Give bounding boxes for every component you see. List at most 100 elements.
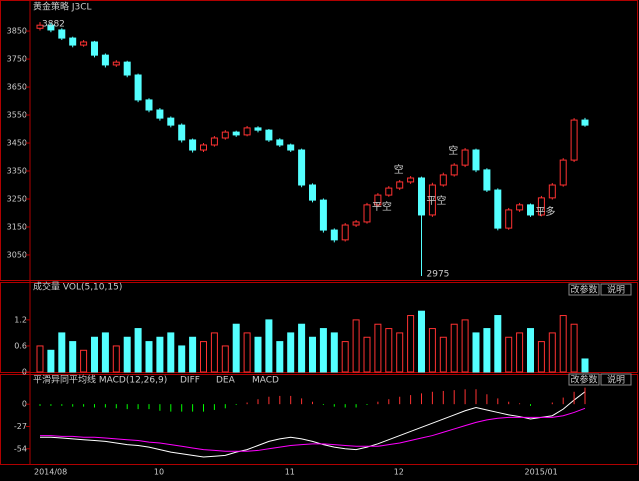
legend-label: DEA bbox=[216, 376, 236, 386]
volume-bar bbox=[385, 328, 393, 373]
volume-bar bbox=[472, 332, 480, 373]
volume-bar bbox=[396, 332, 404, 373]
candle-body bbox=[548, 184, 556, 199]
signal-label: 平多 bbox=[535, 205, 555, 218]
candle-body bbox=[418, 177, 425, 216]
volume-bar bbox=[363, 336, 371, 373]
signal-label: 空 bbox=[448, 144, 458, 157]
volume-bar bbox=[494, 315, 502, 373]
candle-body bbox=[341, 224, 349, 241]
y-tick-label: 3050 bbox=[7, 250, 27, 259]
y-tick-label: 3750 bbox=[7, 55, 27, 64]
volume-bar bbox=[91, 336, 98, 373]
volume-bar bbox=[407, 315, 415, 373]
button-label[interactable]: 说明 bbox=[607, 374, 625, 386]
min-label: 2975 bbox=[427, 269, 450, 279]
candle-body bbox=[374, 194, 382, 206]
candle-body bbox=[91, 41, 98, 56]
signal-label: 平空 bbox=[426, 194, 446, 207]
volume-bar bbox=[341, 341, 349, 373]
volume-bar bbox=[527, 328, 534, 373]
button-label[interactable]: 说明 bbox=[607, 284, 625, 296]
macd-line bbox=[40, 391, 586, 458]
candle-body bbox=[483, 169, 491, 191]
candle-body bbox=[527, 204, 534, 216]
volume-bar bbox=[101, 332, 109, 373]
y-tick-label: 0 bbox=[22, 368, 27, 377]
candle-body bbox=[309, 184, 316, 201]
volume-bar bbox=[276, 341, 284, 373]
volume-bar bbox=[221, 345, 229, 373]
volume-bar bbox=[254, 336, 262, 373]
volume-bar bbox=[537, 341, 545, 373]
volume-bar bbox=[319, 328, 327, 373]
chart-title: 黄金策略 J3CL bbox=[33, 1, 92, 13]
signal-label: 平空 bbox=[372, 200, 392, 213]
candle-body bbox=[385, 187, 393, 196]
candle-body bbox=[210, 137, 218, 146]
macd-line bbox=[40, 407, 586, 452]
candle-body bbox=[156, 109, 164, 119]
volume-bar bbox=[428, 328, 436, 373]
candle-body bbox=[330, 229, 338, 241]
y-tick-label: -54 bbox=[14, 444, 27, 453]
volume-panel bbox=[0, 282, 638, 373]
y-tick-label: 3550 bbox=[7, 111, 27, 120]
price-panel bbox=[0, 0, 638, 281]
candle-body bbox=[232, 131, 240, 136]
chart-title: 成交量 VOL(5,10,15) bbox=[33, 281, 122, 293]
volume-bar bbox=[309, 336, 316, 373]
volume-bar bbox=[69, 341, 77, 373]
candle-body bbox=[58, 29, 66, 39]
candle-body bbox=[287, 144, 295, 151]
candle-body bbox=[472, 149, 480, 171]
volume-bar bbox=[145, 341, 153, 373]
button[interactable] bbox=[568, 373, 600, 386]
y-tick-label: 3850 bbox=[7, 27, 27, 36]
button[interactable] bbox=[600, 373, 632, 386]
candle-body bbox=[352, 221, 360, 226]
candle-body bbox=[69, 37, 77, 46]
button[interactable] bbox=[600, 283, 632, 296]
volume-bar bbox=[548, 332, 556, 373]
y-tick-label: 3650 bbox=[7, 83, 27, 92]
volume-bar bbox=[58, 332, 66, 373]
volume-bar bbox=[418, 310, 425, 373]
x-tick-label: 11 bbox=[285, 468, 295, 477]
candle-body bbox=[123, 61, 131, 76]
y-tick-label: 0.6 bbox=[14, 341, 27, 350]
candle-body bbox=[494, 189, 502, 229]
legend-label: DIFF bbox=[180, 376, 200, 386]
candle-body bbox=[112, 61, 120, 66]
candle-body bbox=[559, 159, 567, 186]
y-tick-label: 1.2 bbox=[14, 315, 27, 324]
volume-bar bbox=[516, 332, 524, 373]
volume-bar bbox=[112, 345, 120, 373]
volume-bar bbox=[123, 336, 131, 373]
candle-body bbox=[439, 174, 447, 186]
macd-panel bbox=[0, 374, 638, 465]
volume-bar bbox=[200, 341, 207, 373]
volume-bar bbox=[232, 323, 240, 373]
candle-body bbox=[134, 74, 142, 101]
button-label[interactable]: 改参数 bbox=[570, 284, 597, 296]
volume-bar bbox=[80, 349, 88, 373]
candle-body bbox=[200, 144, 207, 151]
candle-body bbox=[167, 117, 175, 126]
x-tick-label: 2015/01 bbox=[525, 468, 558, 477]
volume-bar bbox=[581, 358, 589, 373]
candle-body bbox=[581, 119, 589, 126]
button[interactable] bbox=[568, 283, 600, 296]
candle-body bbox=[396, 181, 404, 189]
button-label[interactable]: 改参数 bbox=[570, 374, 597, 386]
max-label: 3882 bbox=[42, 20, 65, 30]
chart-title: 平滑异同平均线 MACD(12,26,9) bbox=[33, 374, 167, 386]
candle-body bbox=[461, 149, 469, 166]
volume-bar bbox=[374, 323, 382, 373]
candle-body bbox=[537, 197, 545, 216]
candle-body bbox=[407, 177, 415, 183]
volume-bar bbox=[47, 349, 55, 373]
volume-bar bbox=[461, 319, 469, 373]
volume-bar bbox=[559, 315, 567, 373]
